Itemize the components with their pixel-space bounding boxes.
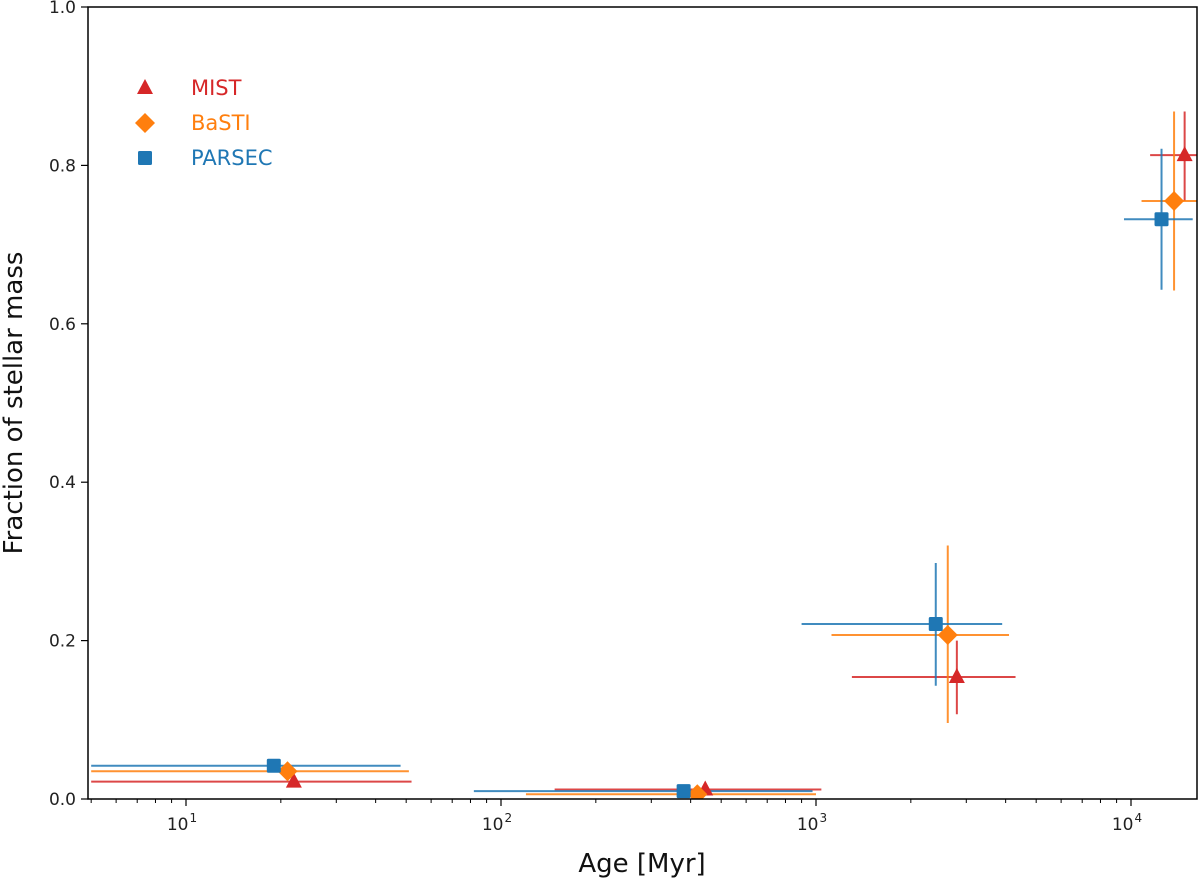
- y-axis-label: Fraction of stellar mass: [0, 252, 29, 555]
- data-point-diamond-icon: [687, 784, 708, 799]
- data-point-square-icon: [928, 616, 943, 631]
- plot-area: [91, 111, 1197, 799]
- data-point-diamond-icon: [937, 625, 958, 646]
- data-point-diamond-icon: [277, 761, 298, 782]
- data-point-triangle-icon: [285, 772, 302, 788]
- triangle-legend-icon: [137, 79, 153, 94]
- data-point-triangle-icon: [948, 668, 965, 684]
- legend-label: PARSEC: [191, 146, 273, 170]
- y-tick-label: 1.0: [49, 0, 76, 18]
- legend-label: MIST: [191, 76, 242, 100]
- x-tick-label: 104: [1112, 811, 1142, 835]
- data-point-diamond-icon: [1164, 191, 1185, 212]
- y-tick-label: 0.2: [49, 632, 76, 652]
- x-tick-label: 101: [167, 811, 197, 835]
- legend-item-mist: MIST: [137, 76, 242, 100]
- legend-item-basti: BaSTI: [135, 111, 251, 135]
- legend-item-parsec: PARSEC: [138, 146, 273, 170]
- series-parsec: [91, 148, 1193, 793]
- y-tick-label: 0.4: [49, 473, 76, 493]
- series-mist: [91, 111, 1197, 791]
- series-basti: [91, 111, 1197, 796]
- x-axis-label: Age [Myr]: [578, 849, 705, 879]
- square-legend-icon: [138, 151, 152, 165]
- legend: MIST BaSTI PARSEC: [135, 76, 273, 170]
- x-tick-label: 103: [797, 811, 827, 835]
- axes: 0.0 0.2 0.4 0.6 0.8 1.0 101 102 103 104: [49, 0, 1198, 835]
- y-tick-label: 0.0: [49, 790, 76, 810]
- diamond-legend-icon: [135, 113, 155, 133]
- data-point-square-icon: [676, 784, 691, 799]
- y-tick-label: 0.6: [49, 315, 76, 335]
- x-tick-label: 102: [482, 811, 512, 835]
- data-point-square-icon: [266, 758, 281, 773]
- data-point-triangle-icon: [1176, 146, 1193, 162]
- data-point-square-icon: [1154, 212, 1169, 227]
- plot-frame: [87, 6, 1198, 800]
- y-tick-label: 0.8: [49, 156, 76, 176]
- legend-label: BaSTI: [191, 111, 251, 135]
